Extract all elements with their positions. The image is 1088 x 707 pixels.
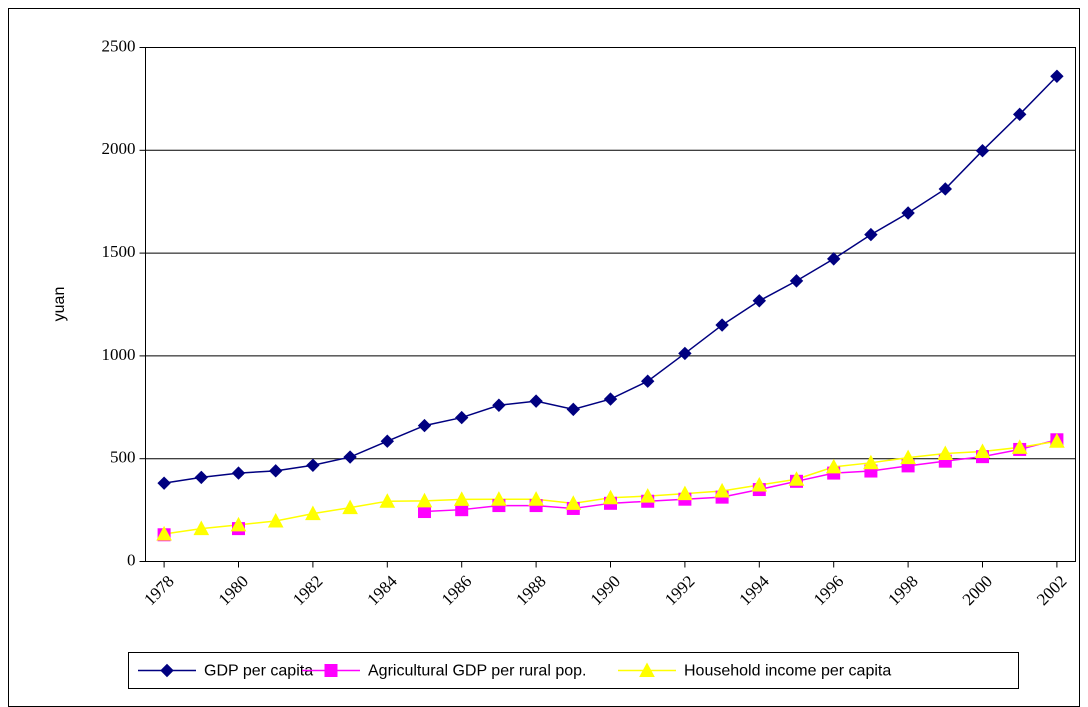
data-point [789, 274, 804, 288]
data-point [528, 491, 544, 506]
y-tick-label: 1000 [102, 345, 136, 364]
data-point [268, 464, 283, 478]
legend-marker [639, 662, 655, 677]
data-point [974, 443, 991, 459]
chart-frame [8, 8, 1080, 707]
data-point [975, 144, 990, 158]
data-point [416, 492, 433, 508]
data-point [194, 470, 209, 485]
data-point [1012, 107, 1027, 122]
data-point [193, 520, 210, 536]
data-point [529, 394, 543, 408]
data-point [715, 318, 729, 332]
y-tick-label: 1500 [102, 242, 136, 261]
y-tick-label: 2000 [102, 139, 136, 158]
data-point [380, 434, 395, 448]
data-point [677, 485, 693, 501]
data-point [1011, 439, 1028, 454]
data-point [752, 294, 767, 308]
data-point [306, 458, 320, 472]
data-point [417, 418, 432, 433]
y-tick-label: 2500 [102, 36, 136, 55]
legend-label: Agricultural GDP per rural pop. [368, 663, 586, 680]
data-point [343, 450, 357, 464]
data-point [1049, 433, 1065, 448]
data-point [157, 476, 171, 490]
data-point [825, 458, 842, 474]
data-point [267, 512, 284, 528]
data-point [640, 374, 655, 388]
data-point [788, 471, 805, 486]
y-axis-label: yuan [51, 287, 68, 322]
data-point [751, 476, 768, 492]
data-point [1050, 69, 1064, 83]
data-point [491, 491, 507, 506]
legend-label: Household income per capita [684, 663, 891, 680]
data-point [864, 227, 878, 242]
legend-box [128, 652, 1019, 689]
data-point [453, 491, 470, 506]
legend-marker [160, 663, 174, 678]
data-point [379, 493, 396, 508]
data-point [602, 489, 619, 505]
data-point [156, 525, 172, 541]
data-point [565, 495, 582, 510]
legend-label: GDP per capita [204, 663, 313, 680]
data-point [678, 346, 692, 361]
data-point [603, 392, 618, 406]
data-point [900, 449, 916, 465]
data-point [454, 410, 469, 425]
data-point [231, 466, 246, 480]
data-point [714, 482, 730, 498]
legend-marker [324, 664, 338, 677]
data-point [342, 499, 358, 515]
data-point [863, 454, 879, 470]
data-point [639, 488, 656, 503]
data-point [826, 252, 841, 266]
data-point [566, 402, 581, 417]
y-tick-label: 0 [127, 550, 136, 569]
y-tick-label: 500 [110, 448, 136, 467]
data-point [937, 445, 954, 461]
data-point [305, 505, 321, 521]
data-point [230, 516, 247, 532]
data-point [492, 398, 506, 412]
data-point [901, 206, 915, 220]
data-point [938, 182, 953, 196]
